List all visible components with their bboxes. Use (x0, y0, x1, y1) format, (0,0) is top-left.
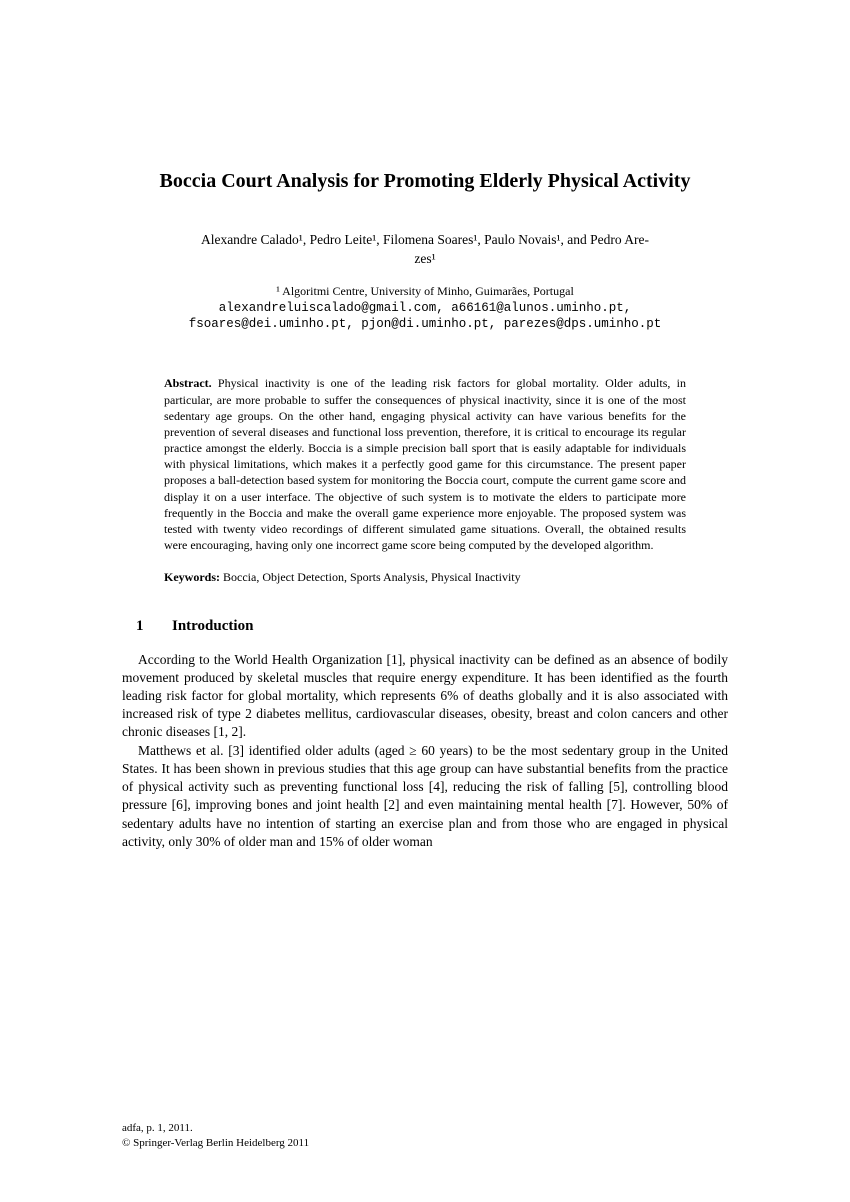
abstract-label: Abstract. (164, 376, 212, 390)
authors-block: Alexandre Calado¹, Pedro Leite¹, Filomen… (122, 231, 728, 269)
section-heading-introduction: 1Introduction (122, 618, 728, 635)
paper-title: Boccia Court Analysis for Promoting Elde… (122, 168, 728, 195)
emails-block: alexandreluiscalado@gmail.com, a66161@al… (122, 300, 728, 334)
footer-line-2: © Springer-Verlag Berlin Heidelberg 2011 (122, 1137, 309, 1149)
footer-line-1: adfa, p. 1, 2011. (122, 1122, 193, 1134)
abstract: Abstract. Physical inactivity is one of … (122, 375, 728, 553)
keywords: Keywords: Boccia, Object Detection, Spor… (122, 569, 728, 585)
body-paragraph-1: According to the World Health Organizati… (122, 651, 728, 742)
body-paragraph-2: Matthews et al. [3] identified older adu… (122, 742, 728, 851)
abstract-text: Physical inactivity is one of the leadin… (164, 376, 686, 552)
authors-line-2: zes¹ (414, 251, 435, 266)
emails-line-1: alexandreluiscalado@gmail.com, a66161@al… (219, 301, 632, 315)
affiliation: ¹ Algoritmi Centre, University of Minho,… (122, 283, 728, 300)
authors-line-1: Alexandre Calado¹, Pedro Leite¹, Filomen… (201, 232, 649, 247)
section-title: Introduction (172, 618, 253, 634)
emails-line-2: fsoares@dei.uminho.pt, pjon@di.uminho.pt… (189, 317, 662, 331)
page-footer: adfa, p. 1, 2011. © Springer-Verlag Berl… (122, 1121, 309, 1150)
keywords-text: Boccia, Object Detection, Sports Analysi… (220, 570, 521, 584)
keywords-label: Keywords: (164, 570, 220, 584)
section-number: 1 (136, 618, 172, 635)
